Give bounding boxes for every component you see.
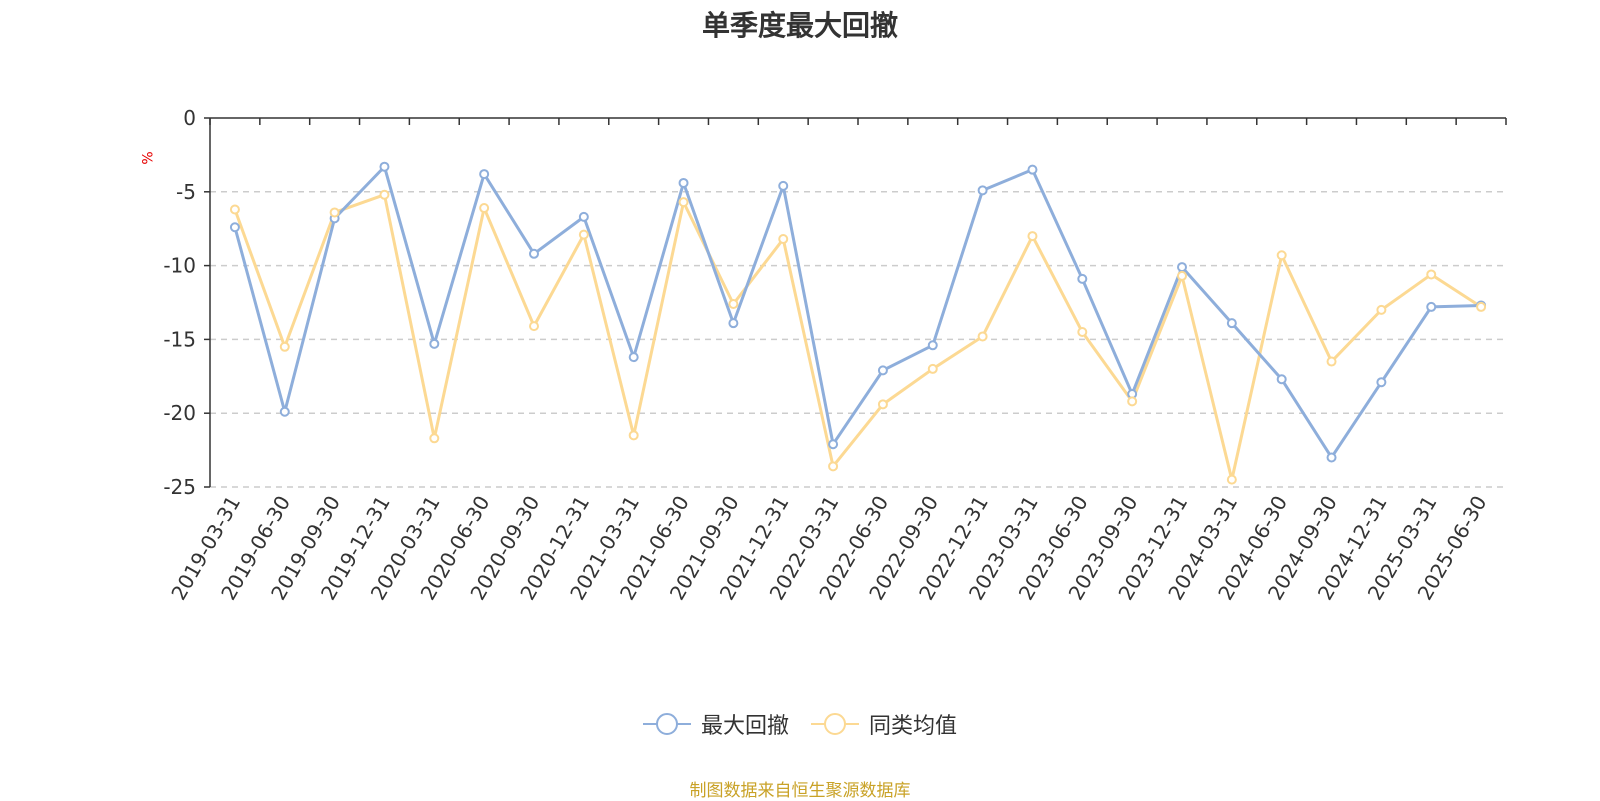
data-point-series-1 [927,340,938,351]
data-point-series-2 [529,321,539,332]
data-point-series-2 [778,234,789,245]
series-line-2 [233,193,1482,482]
data-point-series-2 [877,399,888,410]
data-point-series-1 [279,406,290,417]
data-point-series-1 [1426,301,1437,312]
data-point-series-1 [877,365,888,376]
y-tick-label: 0 [183,106,196,130]
data-point-series-2 [1177,270,1187,281]
data-point-series-2 [1077,327,1088,338]
data-point-series-1 [1177,262,1187,273]
data-point-series-2 [1376,304,1387,315]
data-point-series-2 [628,430,639,441]
y-tick-label: -25 [163,475,196,499]
legend-label-series-2: 同类均值 [869,714,958,739]
data-point-series-1 [778,180,789,191]
data-point-series-1 [678,177,689,188]
data-point-series-2 [1127,396,1138,407]
data-point-series-1 [578,211,589,222]
data-point-series-2 [1426,269,1437,280]
data-point-series-2 [977,331,988,342]
data-point-series-1 [1376,377,1387,388]
data-point-series-1 [479,169,490,180]
y-tick-label: -20 [163,401,196,425]
data-point-series-1 [1276,374,1287,385]
data-point-series-1 [1226,318,1237,329]
data-point-series-2 [229,204,240,215]
data-point-series-1 [977,185,988,196]
data-point-series-2 [479,203,490,214]
data-point-series-1 [1027,164,1038,175]
legend: 最大回撤 同类均值 [0,708,1600,740]
data-point-series-2 [578,229,589,240]
data-point-series-1 [429,338,440,349]
y-tick-label: -10 [163,254,196,278]
data-point-series-1 [529,248,539,259]
data-point-series-2 [1027,231,1038,242]
data-point-series-2 [728,298,739,309]
chart-title: 单季度最大回撤 [701,9,898,42]
data-point-series-1 [828,439,839,450]
series-line-1 [233,165,1482,459]
data-point-series-2 [379,189,390,200]
data-point-series-2 [1476,301,1487,312]
data-point-series-2 [1326,356,1337,367]
data-point-series-2 [1226,474,1237,485]
data-point-series-2 [927,363,938,374]
legend-marker-series-1 [642,713,691,735]
legend-label-series-1: 最大回撤 [700,714,789,739]
data-point-series-2 [329,207,340,218]
legend-item-series-1[interactable]: 最大回撤 [642,708,789,740]
line-chart: 0-5-10-15-20-252019-03-312019-06-302019-… [163,106,1507,604]
data-point-series-2 [1276,250,1287,261]
y-tick-label: -15 [163,327,196,351]
data-point-series-1 [1326,452,1337,463]
y-tick-label: -5 [176,180,196,204]
legend-item-series-2[interactable]: 同类均值 [811,708,957,740]
data-point-series-1 [229,222,240,233]
data-point-series-2 [678,197,689,208]
data-point-series-1 [379,161,390,172]
data-point-series-1 [628,352,639,363]
source-note: 制图数据来自恒生聚源数据库 [689,781,911,801]
data-point-series-1 [1077,273,1088,284]
data-point-series-1 [728,318,739,329]
data-point-series-2 [279,341,290,352]
data-point-series-2 [429,433,440,444]
data-point-series-2 [828,461,839,472]
legend-marker-series-2 [811,713,859,735]
